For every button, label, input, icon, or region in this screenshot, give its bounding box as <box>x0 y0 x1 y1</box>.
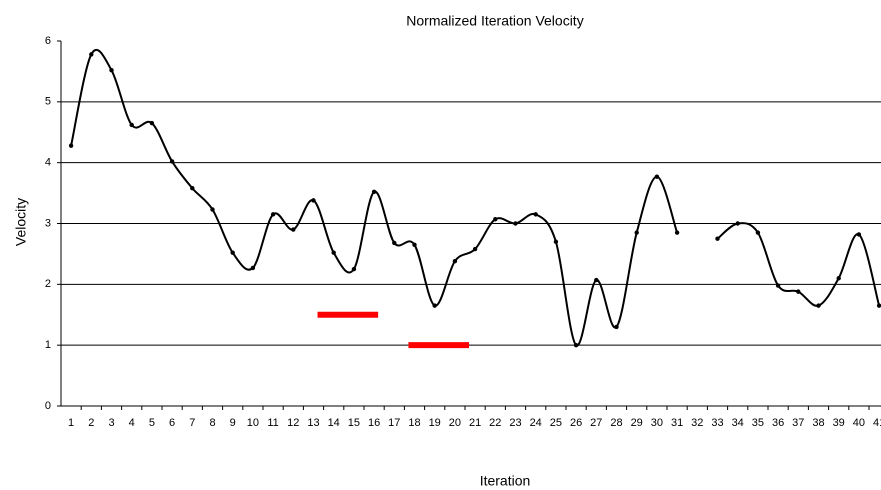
x-tick-label: 4 <box>129 417 135 429</box>
point <box>452 259 458 264</box>
point <box>553 239 559 244</box>
x-tick-label: 5 <box>149 417 155 429</box>
x-tick-label: 6 <box>169 417 175 429</box>
point <box>190 186 195 191</box>
point <box>493 217 498 222</box>
point <box>735 221 740 226</box>
point <box>129 122 134 128</box>
x-tick-label: 13 <box>307 417 319 429</box>
point <box>715 236 720 241</box>
point <box>270 212 276 217</box>
point <box>210 207 215 212</box>
y-tick-label: 1 <box>45 339 51 351</box>
x-tick-label: 33 <box>711 417 723 429</box>
point <box>796 289 801 294</box>
x-tick-label: 24 <box>530 417 542 429</box>
point <box>412 242 417 247</box>
x-tick-label: 35 <box>752 417 764 429</box>
point <box>331 250 336 255</box>
point <box>68 143 74 148</box>
point <box>674 230 680 235</box>
x-tick-label: 17 <box>388 417 400 429</box>
x-tick-label: 19 <box>429 417 441 429</box>
point <box>472 246 478 252</box>
x-tick-label: 8 <box>209 417 215 429</box>
point <box>533 212 538 217</box>
x-tick-label: 28 <box>610 417 622 429</box>
x-tick-label: 7 <box>189 417 195 429</box>
point <box>816 303 821 308</box>
x-tick-label: 14 <box>328 417 340 429</box>
y-tick-label: 0 <box>45 400 51 412</box>
point <box>311 198 316 203</box>
point <box>230 250 235 255</box>
x-tick-label: 2 <box>88 417 94 429</box>
x-tick-label: 16 <box>368 417 380 429</box>
point <box>614 324 619 330</box>
x-tick-label: 11 <box>267 417 278 429</box>
y-tick-label: 2 <box>45 278 51 290</box>
x-tick-label: 10 <box>247 417 259 429</box>
point <box>169 159 175 164</box>
x-tick-label: 27 <box>590 417 602 429</box>
x-tick-label: 12 <box>287 417 299 429</box>
point <box>371 189 377 195</box>
point <box>392 240 397 246</box>
point <box>634 230 639 235</box>
x-tick-label: 9 <box>230 417 236 429</box>
point <box>836 276 841 281</box>
y-tick-label: 5 <box>45 96 51 108</box>
x-tick-label: 3 <box>108 417 114 429</box>
point <box>654 174 660 179</box>
x-tick-label: 41 <box>873 417 881 429</box>
point <box>89 52 94 57</box>
x-tick-label: 39 <box>833 417 845 429</box>
y-tick-label: 4 <box>45 157 51 169</box>
point <box>594 277 599 283</box>
x-tick-label: 31 <box>671 417 683 429</box>
x-tick-label: 37 <box>792 417 804 429</box>
x-tick-label: 21 <box>469 417 481 429</box>
x-tick-label: 18 <box>408 417 420 429</box>
point <box>775 283 781 288</box>
y-tick-label: 3 <box>45 217 51 229</box>
y-axis-title: Velocity <box>13 198 29 246</box>
x-tick-label: 32 <box>691 417 703 429</box>
x-tick-label: 25 <box>550 417 562 429</box>
line <box>70 48 679 347</box>
x-tick-label: 22 <box>489 417 501 429</box>
point <box>876 303 881 308</box>
x-tick-label: 38 <box>812 417 824 429</box>
x-tick-label: 1 <box>68 417 74 429</box>
x-tick-label: 20 <box>449 417 461 429</box>
point <box>149 120 155 126</box>
x-tick-label: 15 <box>348 417 360 429</box>
point <box>250 265 256 271</box>
point <box>432 303 437 308</box>
point <box>513 221 518 226</box>
x-tick-label: 36 <box>772 417 784 429</box>
x-tick-label: 40 <box>853 417 865 429</box>
y-tick-label: 6 <box>45 35 51 47</box>
point <box>573 342 579 348</box>
point <box>755 230 761 235</box>
x-tick-label: 34 <box>732 417 744 429</box>
x-axis-title: Iteration <box>480 473 531 489</box>
x-tick-label: 26 <box>570 417 582 429</box>
point <box>291 227 296 232</box>
x-tick-label: 23 <box>509 417 521 429</box>
x-tick-label: 30 <box>651 417 663 429</box>
point <box>351 266 357 272</box>
point <box>109 68 114 73</box>
chart-title: Normalized Iteration Velocity <box>406 13 583 29</box>
point <box>856 232 862 237</box>
x-tick-label: 29 <box>631 417 643 429</box>
